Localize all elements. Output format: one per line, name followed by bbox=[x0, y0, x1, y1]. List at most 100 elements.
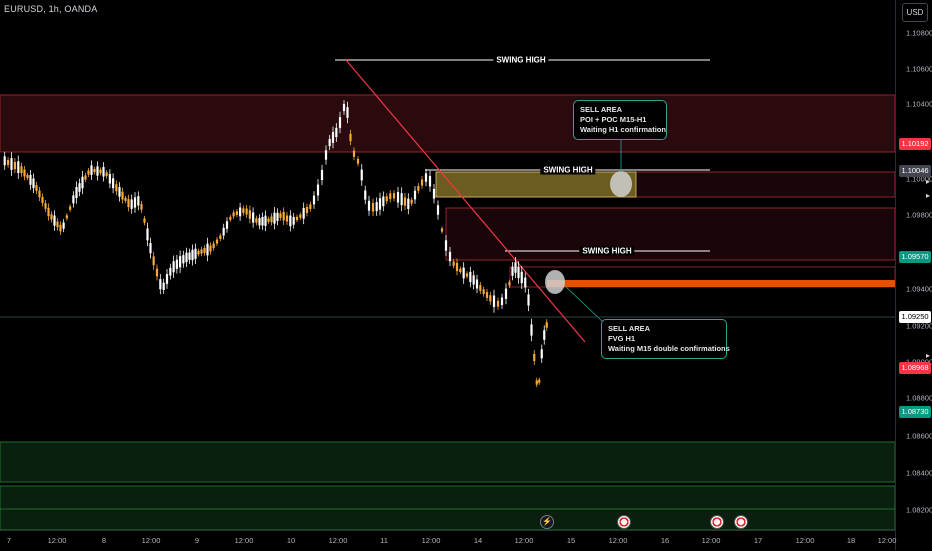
candle-body bbox=[78, 183, 81, 192]
candle-body bbox=[222, 227, 225, 236]
candle-body bbox=[292, 217, 295, 225]
candle-body bbox=[149, 242, 152, 254]
candle-body bbox=[172, 261, 175, 273]
candle-body bbox=[53, 215, 56, 226]
candle-body bbox=[530, 324, 533, 336]
candle-body bbox=[328, 138, 331, 147]
candle-body bbox=[118, 187, 121, 197]
candle-body bbox=[375, 202, 378, 212]
price-tag-2: 1.10046 bbox=[899, 165, 931, 177]
time-tick: 12:00 bbox=[328, 536, 348, 545]
flag-icon[interactable] bbox=[734, 515, 748, 529]
candle-body bbox=[255, 218, 258, 223]
candle-body bbox=[152, 256, 155, 266]
candle-body bbox=[500, 297, 504, 305]
candle-body bbox=[378, 198, 382, 210]
trendline[interactable] bbox=[345, 59, 586, 343]
candle-body bbox=[520, 271, 523, 284]
candle-body bbox=[206, 243, 209, 256]
candle-body bbox=[169, 267, 172, 276]
candle-body bbox=[182, 255, 185, 264]
candle-body bbox=[69, 206, 72, 210]
candle-body bbox=[44, 203, 47, 209]
price-tag-current: 1.09250 bbox=[899, 311, 931, 323]
candle-body bbox=[203, 248, 206, 253]
callout-line: FVG H1 bbox=[608, 334, 636, 343]
candle-body bbox=[496, 300, 500, 307]
candle-body bbox=[127, 199, 130, 208]
candle-body bbox=[65, 215, 68, 219]
candle-body bbox=[360, 169, 363, 181]
price-tick: 1.08600 bbox=[906, 431, 932, 441]
candle-body bbox=[146, 228, 149, 241]
candle-body bbox=[392, 193, 396, 199]
candle-body bbox=[472, 275, 475, 285]
candle-body bbox=[302, 207, 305, 219]
flash-icon[interactable]: ⚡ bbox=[540, 515, 554, 529]
currency-button[interactable]: USD bbox=[902, 3, 928, 22]
price-tick: 1.10000 bbox=[906, 174, 932, 184]
candle-body bbox=[112, 178, 115, 189]
candle-body bbox=[465, 273, 469, 277]
symbol-header[interactable]: EURUSD, 1h, OANDA bbox=[4, 4, 98, 14]
candle-body bbox=[29, 175, 32, 185]
price-axis[interactable] bbox=[895, 0, 932, 550]
callout-sell-area-top[interactable]: SELL AREA POI + POC M15-H1 Waiting H1 co… bbox=[573, 100, 667, 140]
candle-body bbox=[309, 204, 312, 210]
candle-body bbox=[121, 191, 124, 200]
time-tick: 8 bbox=[101, 536, 107, 545]
candle-body bbox=[7, 159, 10, 165]
callout-line: Waiting H1 confirmation bbox=[580, 125, 666, 134]
candle-body bbox=[235, 211, 238, 215]
callout-sell-area-bottom[interactable]: SELL AREA FVG H1 Waiting M15 double conf… bbox=[601, 319, 730, 359]
candle-body bbox=[232, 212, 235, 217]
candle-body bbox=[305, 206, 309, 214]
candle-body bbox=[508, 281, 511, 286]
candle-body bbox=[124, 197, 127, 201]
candle-body bbox=[219, 235, 222, 239]
candle-body bbox=[417, 185, 420, 191]
candle-body bbox=[428, 176, 432, 187]
candle-body bbox=[159, 279, 162, 290]
price-tag-5: 1.08968 bbox=[899, 362, 931, 374]
candle-body bbox=[485, 292, 489, 298]
candle-body bbox=[84, 175, 87, 180]
candle-body bbox=[165, 274, 169, 284]
candle-body bbox=[252, 212, 255, 223]
flag-icon[interactable] bbox=[710, 515, 724, 529]
callout-line: SELL AREA bbox=[580, 105, 623, 114]
scroll-right-icon[interactable]: ▸ bbox=[926, 351, 931, 360]
candle-body bbox=[364, 190, 367, 200]
flag-icon[interactable] bbox=[617, 515, 631, 529]
candle-body bbox=[133, 197, 137, 208]
candle-body bbox=[382, 196, 385, 207]
candle-body bbox=[81, 176, 84, 189]
candle-body bbox=[356, 158, 360, 164]
price-tick: 1.08400 bbox=[906, 468, 932, 478]
scroll-right-icon[interactable]: ▸ bbox=[926, 177, 931, 186]
candle-body bbox=[396, 192, 400, 203]
candle-body bbox=[267, 218, 270, 222]
candle-body bbox=[432, 188, 436, 199]
candle-body bbox=[452, 261, 455, 266]
candle-body bbox=[179, 256, 182, 268]
candle-body bbox=[90, 165, 93, 176]
candle-body bbox=[130, 199, 133, 209]
price-tick: 1.10600 bbox=[906, 64, 932, 74]
price-chart[interactable] bbox=[0, 0, 895, 530]
time-axis[interactable] bbox=[0, 530, 895, 551]
candle-body bbox=[367, 200, 371, 211]
swing-high-label-1: SWING HIGH bbox=[493, 55, 549, 65]
callout-line: POI + POC M15-H1 bbox=[580, 115, 647, 124]
candle-body bbox=[209, 245, 212, 252]
candle-body bbox=[489, 295, 492, 302]
candle-body bbox=[115, 184, 118, 192]
scroll-right-icon[interactable]: ▸ bbox=[926, 191, 931, 200]
candle-body bbox=[239, 207, 242, 217]
candle-body bbox=[511, 266, 514, 276]
candle-body bbox=[188, 252, 191, 260]
time-tick: 12:00 bbox=[877, 536, 897, 545]
candle-body bbox=[436, 205, 440, 215]
candle-body bbox=[38, 190, 41, 198]
candle-body bbox=[316, 184, 320, 196]
